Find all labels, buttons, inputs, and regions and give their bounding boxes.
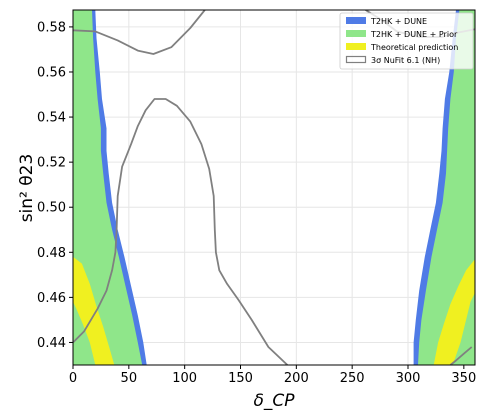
legend-label-nufit: 3σ NuFit 6.1 (NH) <box>371 56 440 65</box>
y-tick-label-0: 0.44 <box>37 336 66 351</box>
region-2-0 <box>73 256 115 365</box>
y-tick-label-5: 0.54 <box>37 111 66 126</box>
contour-line-2 <box>73 98 289 365</box>
legend-label-t2hk-dune-prior: T2HK + DUNE + Prior <box>370 30 458 39</box>
y-tick-label-6: 0.56 <box>37 65 66 80</box>
legend-swatch-t2hk-dune-prior <box>346 30 366 37</box>
x-tick-label-4: 200 <box>284 371 309 386</box>
legend: T2HK + DUNE T2HK + DUNE + Prior Theoreti… <box>339 12 474 70</box>
x-tick-label-3: 150 <box>228 371 253 386</box>
plot-frame <box>72 9 476 366</box>
legend-box <box>339 12 474 70</box>
region-1-0 <box>73 10 143 365</box>
legend-swatch-nufit <box>345 55 367 64</box>
confidence-regions <box>73 10 475 365</box>
x-tick-label-6: 300 <box>396 371 421 386</box>
y-tick-label-4: 0.52 <box>37 156 66 171</box>
x-tick-label-5: 250 <box>340 371 365 386</box>
region-2-1 <box>433 259 475 365</box>
legend-label-t2hk-dune: T2HK + DUNE <box>370 17 427 26</box>
contour-line-3 <box>449 346 473 365</box>
y-tick-label-1: 0.46 <box>37 291 66 306</box>
x-tick-label-1: 50 <box>121 371 138 386</box>
legend-swatch-t2hk-dune <box>346 17 366 24</box>
y-axis-ticks: 0.44 0.46 0.48 0.50 0.52 0.54 0.56 0.58 <box>37 20 73 351</box>
legend-swatch-theoretical-prediction <box>346 43 366 50</box>
y-tick-label-2: 0.48 <box>37 246 66 261</box>
x-axis-ticks: 0 50 100 150 200 250 300 350 <box>69 365 476 386</box>
y-axis-label: sin² θ23 <box>17 154 37 223</box>
legend-label-theoretical-prediction: Theoretical prediction <box>370 43 458 52</box>
y-tick-label-3: 0.50 <box>37 201 66 216</box>
y-tick-label-7: 0.58 <box>37 20 66 35</box>
x-tick-label-7: 350 <box>451 371 476 386</box>
x-axis-label: δ_CP <box>253 391 295 411</box>
x-tick-label-2: 100 <box>172 371 197 386</box>
x-tick-label-0: 0 <box>69 371 77 386</box>
region-1-1 <box>418 10 475 365</box>
contour-line-0 <box>73 10 206 55</box>
